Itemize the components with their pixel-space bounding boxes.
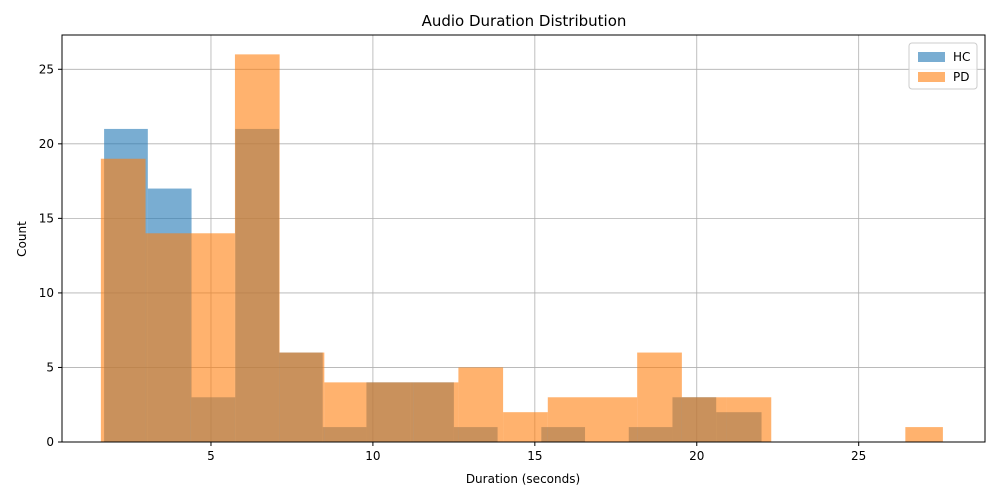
x-tick-label: 20 (689, 449, 704, 463)
legend-swatch-pd (918, 72, 945, 82)
histogram-bar-pd (503, 412, 548, 442)
histogram-bar-pd (458, 367, 504, 442)
histogram-bar-pd (279, 352, 325, 442)
x-tick-label: 25 (851, 449, 866, 463)
histogram-bar-pd (234, 54, 280, 442)
x-axis-label: Duration (seconds) (466, 472, 580, 486)
histogram-bar-pd (190, 233, 235, 442)
plot-frame (61, 34, 986, 443)
y-tick-label: 10 (39, 286, 54, 300)
chart-title: Audio Duration Distribution (422, 12, 627, 30)
y-tick-label: 25 (39, 62, 54, 76)
histogram-bar-pd (145, 233, 191, 442)
y-tick-label: 5 (46, 360, 54, 374)
x-tick-label: 15 (527, 449, 542, 463)
histogram-bar-pd (726, 397, 772, 442)
y-tick-label: 0 (46, 435, 54, 449)
histogram-bar-pd (681, 397, 727, 442)
histogram-bar-pd (905, 427, 943, 442)
x-tick-label: 10 (365, 449, 380, 463)
x-axis-ticks: 5 10 15 20 25 (207, 442, 866, 463)
y-axis-label: Count (15, 221, 29, 257)
histogram-bar-pd (637, 352, 682, 442)
legend-swatch-hc (918, 52, 945, 62)
legend-label-pd: PD (953, 70, 969, 84)
legend: HC PD (908, 42, 978, 90)
histogram-bar-pd (369, 382, 414, 442)
x-tick-label: 5 (207, 449, 215, 463)
histogram-bar-pd (547, 397, 593, 442)
histogram-bar-pd (592, 397, 638, 442)
legend-label-hc: HC (953, 50, 970, 64)
histogram-bar-pd (324, 382, 370, 442)
y-tick-label: 15 (39, 211, 54, 225)
histogram-bar-pd (413, 382, 459, 442)
series-pd-bars (100, 54, 943, 442)
histogram-bar-pd (100, 158, 146, 442)
y-tick-label: 20 (39, 137, 54, 151)
bars-layer (100, 54, 943, 442)
y-axis-ticks: 0 5 10 15 20 25 (39, 62, 62, 449)
